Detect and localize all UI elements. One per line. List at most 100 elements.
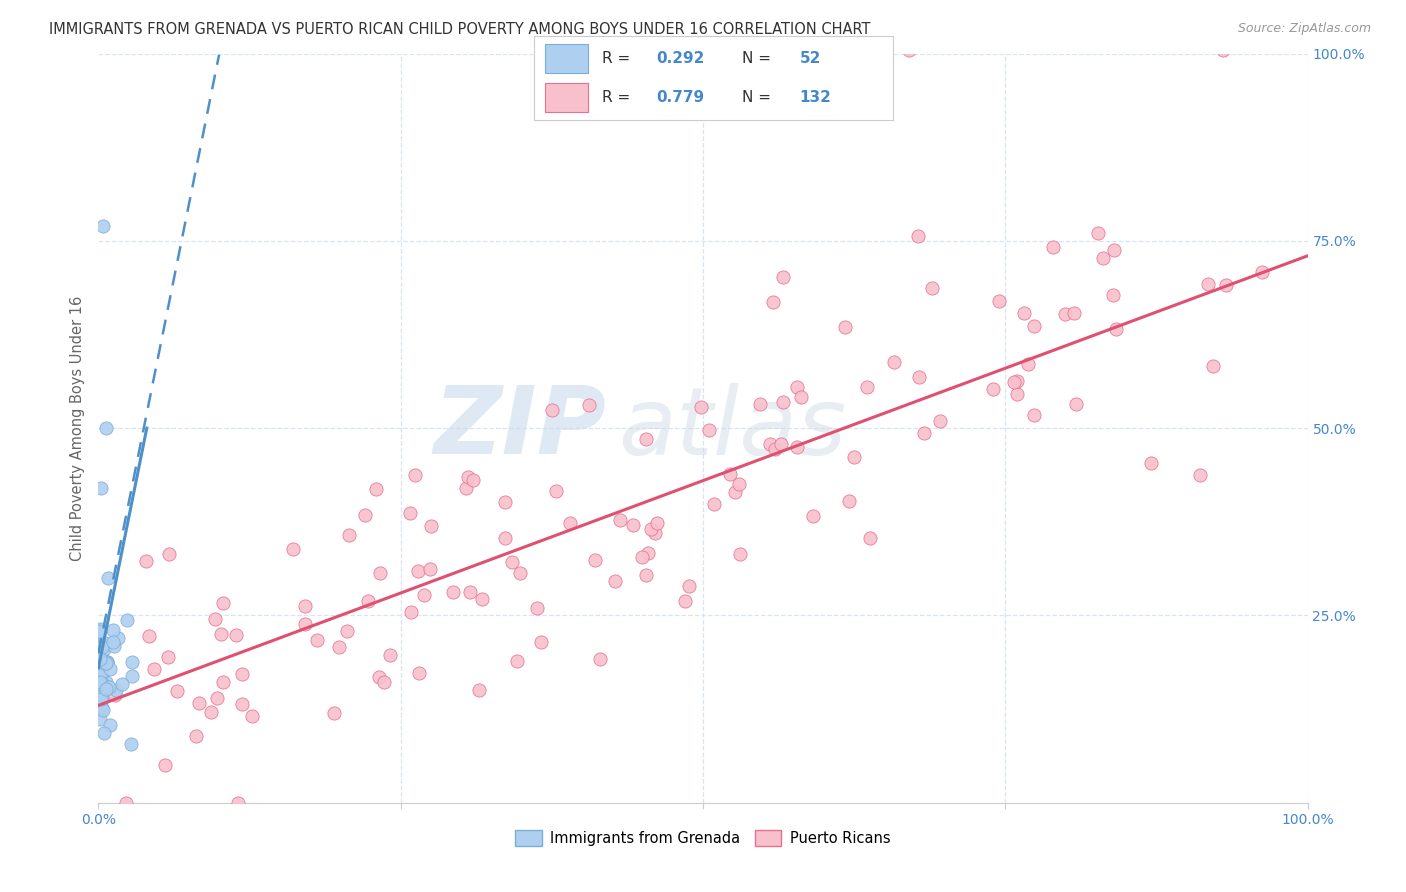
Point	[142, 662, 165, 676]
Point	[859, 531, 882, 545]
Point	[94, 657, 117, 671]
Point	[337, 528, 360, 542]
Point	[90, 692, 112, 706]
Point	[98, 662, 121, 676]
Point	[1250, 265, 1272, 279]
Point	[205, 691, 228, 706]
Point	[921, 281, 943, 295]
Point	[454, 481, 477, 495]
Point	[458, 585, 481, 599]
Point	[225, 628, 247, 642]
Point	[96, 655, 118, 669]
Point	[121, 655, 143, 669]
Point	[897, 43, 920, 57]
Point	[541, 403, 564, 417]
Point	[135, 554, 157, 568]
Point	[404, 467, 426, 482]
Point	[115, 796, 138, 810]
Point	[912, 425, 935, 440]
Point	[90, 481, 112, 495]
Point	[322, 706, 344, 720]
Point	[838, 494, 860, 508]
Point	[506, 655, 529, 669]
Point	[111, 677, 134, 691]
Point	[97, 680, 120, 694]
Point	[703, 497, 725, 511]
Point	[645, 516, 668, 530]
Point	[90, 670, 112, 684]
Point	[772, 270, 794, 285]
FancyBboxPatch shape	[546, 83, 588, 112]
Point	[188, 696, 211, 710]
Point	[419, 562, 441, 576]
Point	[697, 423, 720, 437]
Point	[226, 796, 249, 810]
Point	[94, 675, 117, 690]
Point	[408, 666, 430, 681]
Point	[1215, 277, 1237, 292]
Point	[724, 485, 747, 500]
Point	[834, 319, 856, 334]
Point	[153, 757, 176, 772]
Point	[157, 650, 180, 665]
Point	[1063, 306, 1085, 320]
Point	[367, 670, 389, 684]
Point	[166, 684, 188, 698]
Point	[91, 640, 114, 654]
Point	[98, 717, 121, 731]
Point	[987, 293, 1010, 308]
Point	[1024, 408, 1046, 422]
Point	[463, 473, 485, 487]
Point	[929, 413, 952, 427]
Point	[509, 566, 531, 580]
Point	[494, 531, 516, 545]
Point	[399, 606, 422, 620]
Point	[231, 666, 253, 681]
Point	[89, 674, 111, 689]
Text: ZIP: ZIP	[433, 382, 606, 475]
Point	[558, 516, 581, 530]
Point	[718, 467, 741, 482]
Point	[370, 566, 392, 580]
Point	[354, 508, 377, 522]
FancyBboxPatch shape	[546, 44, 588, 73]
Point	[231, 698, 253, 712]
Point	[96, 655, 118, 669]
Point	[101, 635, 124, 649]
Text: 0.779: 0.779	[657, 90, 704, 105]
Point	[89, 652, 111, 666]
Text: R =: R =	[602, 90, 636, 105]
Point	[281, 542, 304, 557]
Point	[530, 635, 553, 649]
Point	[96, 656, 118, 670]
Point	[399, 507, 422, 521]
Point	[366, 483, 388, 497]
Point	[501, 554, 523, 568]
Point	[115, 613, 138, 627]
Text: 52: 52	[800, 51, 821, 66]
Text: 0.292: 0.292	[657, 51, 704, 66]
Point	[89, 677, 111, 691]
Point	[583, 552, 606, 566]
Text: Source: ZipAtlas.com: Source: ZipAtlas.com	[1237, 22, 1371, 36]
Point	[1105, 322, 1128, 336]
Point	[104, 683, 127, 698]
Y-axis label: Child Poverty Among Boys Under 16: Child Poverty Among Boys Under 16	[70, 295, 86, 561]
Point	[90, 649, 112, 664]
Point	[373, 674, 395, 689]
Point	[94, 421, 117, 435]
Point	[457, 470, 479, 484]
Point	[856, 380, 879, 394]
Point	[1202, 359, 1225, 373]
Point	[412, 588, 434, 602]
Text: N =: N =	[742, 51, 776, 66]
Point	[200, 705, 222, 719]
Point	[328, 640, 350, 654]
Point	[294, 616, 316, 631]
Point	[89, 690, 111, 704]
Point	[87, 658, 110, 673]
Point	[90, 700, 112, 714]
Point	[91, 219, 114, 233]
Point	[728, 547, 751, 561]
Point	[90, 691, 112, 706]
